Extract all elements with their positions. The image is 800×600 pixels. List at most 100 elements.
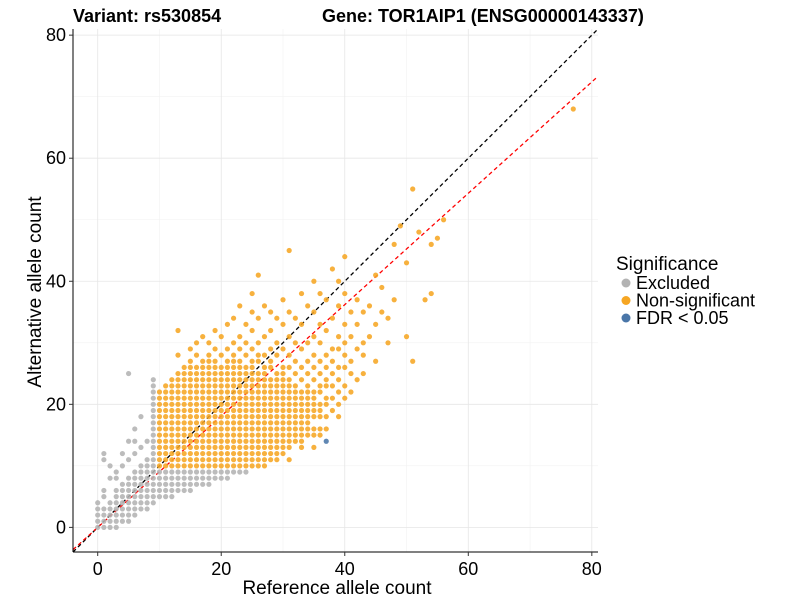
point-excluded xyxy=(187,481,193,487)
point-non-significant xyxy=(193,432,200,438)
point-non-significant xyxy=(298,420,305,426)
point-non-significant xyxy=(218,389,224,395)
point-non-significant xyxy=(280,450,286,457)
point-non-significant xyxy=(218,414,224,420)
point-non-significant xyxy=(255,444,261,450)
point-non-significant xyxy=(268,358,274,364)
point-excluded xyxy=(144,469,150,475)
point-non-significant xyxy=(175,432,181,438)
point-non-significant xyxy=(255,315,261,321)
point-non-significant xyxy=(274,450,280,457)
point-non-significant xyxy=(385,340,391,346)
point-non-significant xyxy=(230,352,237,358)
point-excluded xyxy=(181,475,187,481)
point-non-significant xyxy=(230,389,237,395)
point-non-significant xyxy=(237,370,243,377)
point-non-significant xyxy=(237,407,243,414)
point-non-significant xyxy=(280,321,286,327)
point-non-significant xyxy=(255,389,261,395)
point-non-significant xyxy=(224,401,231,407)
point-non-significant xyxy=(286,438,292,444)
point-excluded xyxy=(119,506,126,512)
point-non-significant xyxy=(342,254,348,260)
point-non-significant xyxy=(243,420,249,426)
point-non-significant xyxy=(230,450,237,457)
point-non-significant xyxy=(175,426,181,432)
point-non-significant xyxy=(261,432,268,438)
point-excluded xyxy=(144,463,150,469)
point-excluded xyxy=(125,438,132,444)
point-non-significant xyxy=(156,401,163,407)
point-non-significant xyxy=(193,364,200,371)
grid-lines xyxy=(73,29,598,552)
point-non-significant xyxy=(261,401,268,407)
point-non-significant xyxy=(193,401,200,407)
point-non-significant xyxy=(280,364,286,371)
point-non-significant xyxy=(298,414,305,420)
point-excluded xyxy=(113,506,119,512)
point-excluded xyxy=(150,395,156,401)
point-non-significant xyxy=(237,303,243,309)
point-non-significant xyxy=(348,370,354,377)
point-excluded xyxy=(181,487,187,494)
point-non-significant xyxy=(286,420,292,426)
point-non-significant xyxy=(261,414,268,420)
point-excluded xyxy=(144,481,150,487)
point-non-significant xyxy=(268,450,274,457)
point-non-significant xyxy=(243,389,249,395)
point-non-significant xyxy=(175,414,181,420)
point-non-significant xyxy=(428,241,434,247)
point-excluded xyxy=(138,444,144,450)
point-non-significant xyxy=(311,407,317,414)
point-non-significant xyxy=(323,401,329,407)
point-excluded xyxy=(113,524,119,530)
point-non-significant xyxy=(206,407,212,414)
point-non-significant xyxy=(360,370,366,377)
point-non-significant xyxy=(311,377,317,383)
y-tick-label: 80 xyxy=(46,25,66,45)
point-non-significant xyxy=(218,457,224,463)
point-non-significant xyxy=(237,426,243,432)
point-non-significant xyxy=(305,358,311,364)
point-non-significant xyxy=(255,401,261,407)
tick-labels: 0 20 40 60 80 0 20 40 60 80 xyxy=(46,25,602,579)
point-non-significant xyxy=(335,401,342,407)
point-non-significant xyxy=(249,457,255,463)
point-non-significant xyxy=(181,364,187,371)
point-excluded xyxy=(138,463,144,469)
point-excluded xyxy=(150,444,156,450)
point-non-significant xyxy=(280,407,286,414)
point-non-significant xyxy=(237,358,243,364)
point-non-significant xyxy=(230,364,237,371)
point-excluded xyxy=(107,500,113,506)
point-excluded xyxy=(101,518,107,524)
point-non-significant xyxy=(237,463,243,469)
point-non-significant xyxy=(360,309,366,315)
point-non-significant xyxy=(280,297,286,303)
point-non-significant xyxy=(212,401,218,407)
point-non-significant xyxy=(206,414,212,420)
point-excluded xyxy=(163,494,169,500)
point-non-significant xyxy=(230,414,237,420)
point-excluded xyxy=(95,500,101,506)
point-non-significant xyxy=(237,346,243,352)
point-non-significant xyxy=(224,420,231,426)
point-non-significant xyxy=(298,395,305,401)
point-excluded xyxy=(200,475,206,481)
point-non-significant xyxy=(224,426,231,432)
point-non-significant xyxy=(224,438,231,444)
point-non-significant xyxy=(212,370,218,377)
point-non-significant xyxy=(249,377,255,383)
point-excluded xyxy=(224,475,231,481)
point-non-significant xyxy=(255,358,261,364)
point-non-significant xyxy=(570,106,576,112)
point-non-significant xyxy=(187,414,193,420)
point-non-significant xyxy=(187,457,193,463)
point-non-significant xyxy=(342,340,348,346)
point-non-significant xyxy=(230,426,237,432)
point-non-significant xyxy=(255,377,261,383)
point-non-significant xyxy=(200,444,206,450)
point-non-significant xyxy=(360,352,366,358)
legend-key-dot xyxy=(621,278,631,288)
point-excluded xyxy=(187,487,193,494)
